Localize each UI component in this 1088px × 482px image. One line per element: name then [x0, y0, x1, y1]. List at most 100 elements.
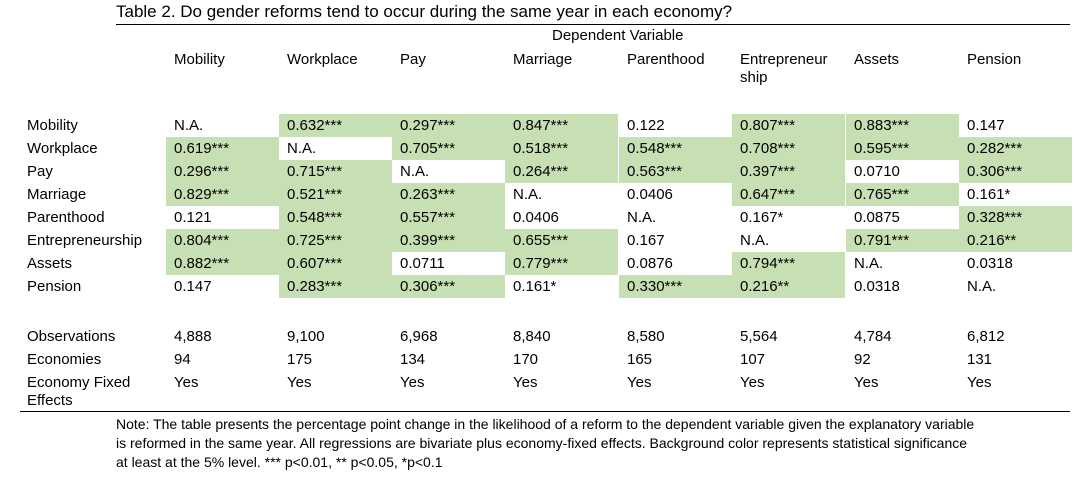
dependent-variable-label: Dependent Variable — [552, 27, 684, 44]
stat-cell: Yes — [287, 374, 312, 391]
table-cell: 0.607*** — [279, 252, 392, 275]
table-cell: 0.147 — [174, 278, 212, 295]
table-cell: 0.0318 — [854, 278, 900, 295]
table-cell: 0.779*** — [505, 252, 618, 275]
column-header: Pay — [400, 51, 426, 69]
table-cell: 0.167* — [740, 209, 784, 226]
row-label: Marriage — [27, 186, 87, 203]
row-label: Pay — [27, 163, 53, 180]
table-note: Note: The table presents the percentage … — [116, 416, 975, 470]
column-header: Entrepreneur ship — [740, 51, 828, 87]
table-cell: 0.399*** — [392, 229, 505, 252]
column-header-line: Parenthood — [627, 51, 705, 68]
table-cell: 0.794*** — [732, 252, 845, 275]
table-cell: 0.807*** — [732, 114, 845, 137]
stat-cell: 170 — [513, 351, 539, 368]
table-cell: 0.161* — [513, 278, 557, 295]
stat-cell: 6,968 — [400, 328, 438, 345]
table-cell: N.A. — [967, 278, 997, 295]
stat-cell: 92 — [854, 351, 871, 368]
table-cell: 0.518*** — [505, 137, 618, 160]
stat-cell: 175 — [287, 351, 313, 368]
table-cell: N.A. — [513, 186, 543, 203]
stat-cell: 8,840 — [513, 328, 551, 345]
bottom-rule — [20, 411, 1070, 412]
table-cell: N.A. — [854, 255, 884, 272]
table-cell: 0.216** — [959, 229, 1072, 252]
table-cell: 0.0406 — [627, 186, 673, 203]
table-cell: 0.632*** — [279, 114, 392, 137]
table-cell: 0.847*** — [505, 114, 618, 137]
table-cell: 0.147 — [967, 117, 1005, 134]
column-header-line: Pay — [400, 51, 426, 68]
table-cell: 0.557*** — [392, 206, 505, 229]
column-header-line: Mobility — [174, 51, 225, 68]
table-cell: 0.328*** — [959, 206, 1072, 229]
table-cell: 0.306*** — [392, 275, 505, 298]
table-cell: 0.167 — [627, 232, 665, 249]
table-cell: 0.829*** — [166, 183, 279, 206]
table-cell: 0.791*** — [846, 229, 959, 252]
table-cell: 0.297*** — [392, 114, 505, 137]
table-cell: N.A. — [400, 163, 430, 180]
table-cell: 0.330*** — [619, 275, 732, 298]
column-header: Mobility — [174, 51, 225, 69]
table-cell: 0.619*** — [166, 137, 279, 160]
table-cell: 0.121 — [174, 209, 212, 226]
table-cell: 0.397*** — [732, 160, 845, 183]
stat-cell: Yes — [400, 374, 425, 391]
table-cell: 0.563*** — [619, 160, 732, 183]
stat-cell: 94 — [174, 351, 191, 368]
stat-cell: 4,784 — [854, 328, 892, 345]
column-header-line: Workplace — [287, 51, 358, 68]
table-cell: 0.0406 — [513, 209, 559, 226]
table-cell: 0.548*** — [619, 137, 732, 160]
column-header: Assets — [854, 51, 899, 69]
table-cell: 0.0875 — [854, 209, 900, 226]
column-header-line: Assets — [854, 51, 900, 68]
column-header-line: Entrepreneur — [740, 51, 828, 68]
stat-label: Economies — [27, 351, 102, 368]
table-cell: 0.708*** — [732, 137, 845, 160]
stat-cell: Yes — [627, 374, 652, 391]
row-label: Entrepreneurship — [27, 232, 143, 249]
table-cell: 0.655*** — [505, 229, 618, 252]
stat-cell: 4,888 — [174, 328, 212, 345]
column-header-line: Marriage — [513, 51, 573, 68]
stat-cell: Yes — [967, 374, 992, 391]
stat-cell: Yes — [513, 374, 538, 391]
row-label: Workplace — [27, 140, 98, 157]
stat-cell: 131 — [967, 351, 993, 368]
table-cell: 0.216** — [732, 275, 845, 298]
table-cell: N.A. — [174, 117, 204, 134]
table-cell: 0.882*** — [166, 252, 279, 275]
stat-cell: 165 — [627, 351, 653, 368]
column-header: Marriage — [513, 51, 572, 69]
row-label: Mobility — [27, 117, 78, 134]
table-cell: 0.161* — [967, 186, 1011, 203]
table-cell: N.A. — [740, 232, 770, 249]
stat-cell: Yes — [174, 374, 199, 391]
table-cell: 0.0318 — [967, 255, 1013, 272]
row-label: Assets — [27, 255, 73, 272]
table-cell: 0.521*** — [279, 183, 392, 206]
stat-label: Economy Fixed Effects — [27, 374, 131, 409]
table-cell: 0.122 — [627, 117, 665, 134]
table-cell: 0.765*** — [846, 183, 959, 206]
table-cell: 0.283*** — [279, 275, 392, 298]
table-cell: 0.647*** — [732, 183, 845, 206]
stat-cell: Yes — [740, 374, 765, 391]
table-cell: 0.296*** — [166, 160, 279, 183]
stat-cell: 107 — [740, 351, 766, 368]
column-header-line: ship — [740, 69, 768, 86]
table-cell: 0.883*** — [846, 114, 959, 137]
stat-cell: 134 — [400, 351, 426, 368]
table-cell: 0.705*** — [392, 137, 505, 160]
stat-cell: 6,812 — [967, 328, 1005, 345]
stat-cell: 9,100 — [287, 328, 325, 345]
column-header: Pension — [967, 51, 1021, 69]
stat-cell: 8,580 — [627, 328, 665, 345]
row-label: Parenthood — [27, 209, 105, 226]
table-cell: N.A. — [627, 209, 657, 226]
stat-cell: 5,564 — [740, 328, 778, 345]
